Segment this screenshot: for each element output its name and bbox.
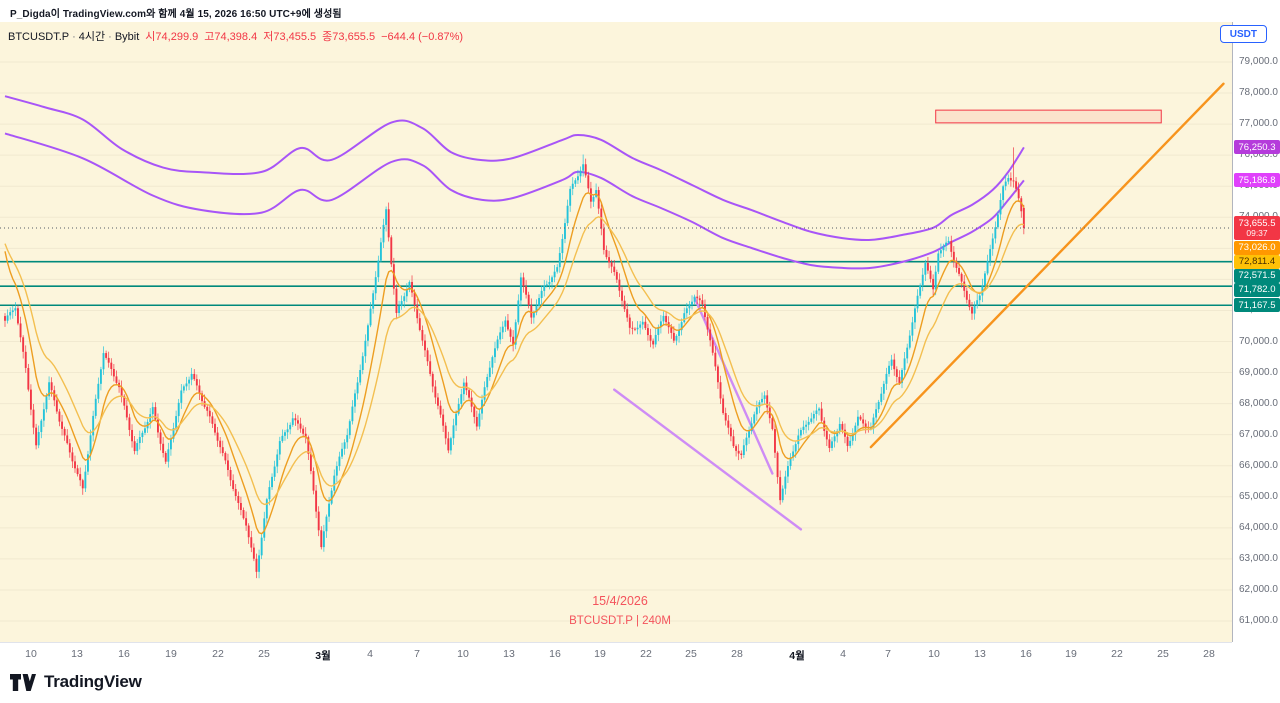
time-axis-label: 16 bbox=[118, 648, 130, 660]
tradingview-wordmark: TradingView bbox=[44, 672, 142, 691]
time-axis-label: 22 bbox=[640, 648, 652, 660]
time-axis-label: 13 bbox=[974, 648, 986, 660]
chart-watermark: 15/4/2026 BTCUSDT.P | 240M bbox=[520, 594, 720, 627]
close-label: 종 bbox=[322, 31, 333, 43]
time-axis-label: 16 bbox=[1020, 648, 1032, 660]
symbol-name[interactable]: BTCUSDT.P bbox=[8, 31, 70, 43]
exchange-label[interactable]: Bybit bbox=[114, 31, 140, 43]
time-axis-label: 25 bbox=[258, 648, 270, 660]
time-axis-label: 28 bbox=[1203, 648, 1215, 660]
price-axis-label: 67,000.0 bbox=[1239, 428, 1278, 440]
price-tag: 71,167.5 bbox=[1234, 298, 1280, 313]
price-tag: 76,250.3 bbox=[1234, 140, 1280, 155]
time-axis-label: 19 bbox=[1065, 648, 1077, 660]
price-tag: 73,026.0 bbox=[1234, 240, 1280, 255]
time-axis-label: 4 bbox=[367, 648, 373, 660]
time-axis-label: 4 bbox=[840, 648, 846, 660]
price-axis-label: 79,000.0 bbox=[1239, 56, 1278, 67]
time-axis-label: 10 bbox=[25, 648, 37, 660]
price-axis-label: 63,000.0 bbox=[1239, 552, 1278, 564]
price-axis-label: 68,000.0 bbox=[1239, 397, 1278, 409]
time-axis-label: 19 bbox=[594, 648, 606, 660]
low-label: 저 bbox=[263, 31, 274, 43]
price-axis-label: 64,000.0 bbox=[1239, 521, 1278, 533]
legend-separator: · bbox=[72, 31, 76, 43]
time-axis-label: 13 bbox=[503, 648, 515, 660]
time-axis-label: 19 bbox=[165, 648, 177, 660]
high-value: 74,398.4 bbox=[214, 31, 258, 43]
time-axis-label: 10 bbox=[457, 648, 469, 660]
change-value: −644.4 (−0.87%) bbox=[381, 31, 464, 43]
interval-label[interactable]: 4시간 bbox=[78, 31, 106, 43]
legend-separator: · bbox=[108, 31, 112, 43]
price-axis-label: 70,000.0 bbox=[1239, 335, 1278, 347]
price-axis-label: 65,000.0 bbox=[1239, 490, 1278, 502]
price-axis-label: 76,000.0 bbox=[1239, 149, 1278, 161]
time-axis-label: 13 bbox=[71, 648, 83, 660]
chart-canvas[interactable]: BTCUSDT.P · 4시간 · Bybit 시74,299.9 고74,398.4 저73… bbox=[0, 22, 1232, 643]
high-label: 고 bbox=[204, 31, 215, 43]
close-value: 73,655.5 bbox=[332, 31, 376, 43]
watermark-symbol: BTCUSDT.P | 240M bbox=[569, 615, 671, 627]
price-tag: 72,571.5 bbox=[1234, 268, 1280, 283]
price-axis-label: 66,000.0 bbox=[1239, 459, 1278, 471]
price-axis-label: 61,000.0 bbox=[1239, 615, 1278, 626]
price-axis[interactable]: 79,000.078,000.077,000.076,000.075,000.0… bbox=[1232, 22, 1280, 642]
time-axis-label: 7 bbox=[885, 648, 891, 660]
watermark-date: 15/4/2026 bbox=[592, 594, 648, 608]
attribution-text: P_Digda이 TradingView.com와 함께 4월 15, 2026… bbox=[10, 9, 342, 20]
open-value: 74,299.9 bbox=[155, 31, 199, 43]
price-axis-label: 78,000.0 bbox=[1239, 87, 1278, 99]
quote-currency-button[interactable]: USDT bbox=[1219, 25, 1267, 43]
price-tag: 72,811.4 bbox=[1234, 254, 1280, 269]
time-axis-label: 22 bbox=[1111, 648, 1123, 660]
candlestick-plot bbox=[0, 61, 1232, 622]
time-axis-label: 10 bbox=[928, 648, 940, 660]
price-axis-label: 62,000.0 bbox=[1239, 583, 1278, 595]
time-axis-label: 7 bbox=[414, 648, 420, 660]
price-tag: 75,186.8 bbox=[1234, 173, 1280, 188]
open-label: 시 bbox=[145, 31, 156, 43]
time-axis-label: 25 bbox=[1157, 648, 1169, 660]
price-tag: 73,655.5 09:37 bbox=[1234, 215, 1280, 240]
time-axis-label: 16 bbox=[549, 648, 561, 660]
tradingview-logo[interactable]: TradingView bbox=[10, 672, 142, 692]
symbol-legend: BTCUSDT.P · 4시간 · Bybit 시74,299.9 고74,398.4 저73… bbox=[8, 28, 463, 44]
tradingview-icon bbox=[10, 673, 36, 691]
price-axis-label: 69,000.0 bbox=[1239, 366, 1278, 378]
time-axis-month-label: 3월 bbox=[315, 650, 331, 662]
low-value: 73,455.5 bbox=[273, 31, 317, 43]
time-axis-label: 22 bbox=[212, 648, 224, 660]
price-axis-label: 77,000.0 bbox=[1239, 118, 1278, 130]
time-axis-label: 28 bbox=[731, 648, 743, 660]
time-axis-label: 25 bbox=[685, 648, 697, 660]
time-axis-month-label: 4월 bbox=[789, 650, 805, 662]
price-tag: 71,782.0 bbox=[1234, 282, 1280, 297]
time-axis[interactable]: 10 13 16 19 22 25 3월 4 7 10 13 16 19 22 25 28 4월 4 7 10 13 16… bbox=[0, 643, 1232, 665]
